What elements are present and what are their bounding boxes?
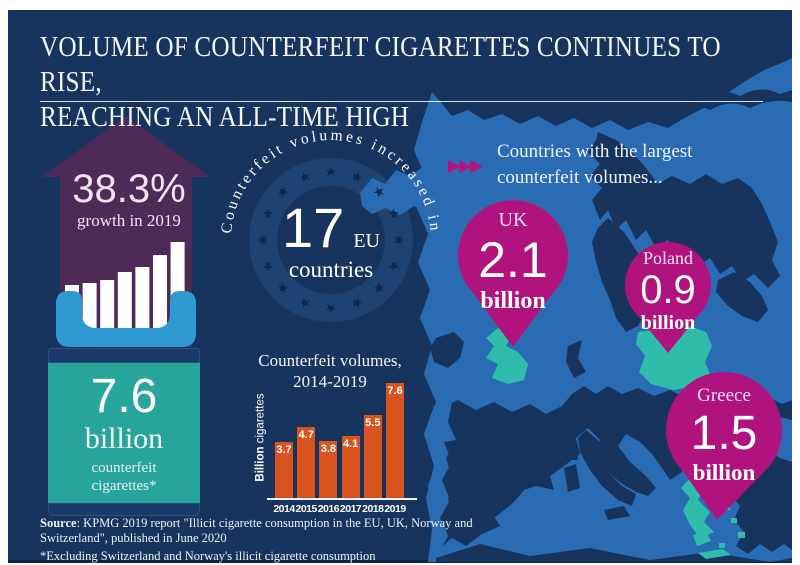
map-headline: Countries with the largest counterfeit v… xyxy=(497,139,757,191)
chart-bar-value: 3.8 xyxy=(320,442,337,455)
chart-year-label: 2017 xyxy=(339,503,362,515)
chart-year-label: 2019 xyxy=(384,503,406,515)
total-label-1: counterfeit xyxy=(91,460,157,476)
chart-bar: 4.7 xyxy=(297,427,316,498)
triple-chevron-icon: ▶▶▶ xyxy=(448,156,483,176)
scandinavia-land xyxy=(588,132,780,288)
turkey xyxy=(760,472,792,540)
iceland xyxy=(360,166,450,215)
badge-number: 17 xyxy=(282,196,345,259)
atlantic-arm xyxy=(424,402,456,562)
chart-years: 2014 2015 2016 2017 2018 2019 xyxy=(273,503,425,517)
header-divider xyxy=(40,101,763,102)
peloponnese xyxy=(693,531,711,546)
sardinia xyxy=(564,464,580,492)
title-line-2: REACHING AN ALL-TIME HIGH xyxy=(40,102,410,133)
country-poland xyxy=(636,326,712,390)
greek-island xyxy=(731,518,737,523)
italy xyxy=(578,430,636,506)
growth-arrow-graphic xyxy=(42,116,210,347)
chart-bar-value: 5.5 xyxy=(365,416,381,429)
badge-label: countries xyxy=(288,257,374,282)
pin-country: Poland xyxy=(642,248,693,268)
pack-bottom-band xyxy=(48,503,200,516)
chart-title: Counterfeit volumes, 2014-2019 xyxy=(240,350,420,392)
growth-stat: 38.3% growth in 2019 xyxy=(54,167,204,231)
greek-island xyxy=(719,543,725,548)
pin-value: 2.1 xyxy=(478,232,548,288)
growth-label: growth in 2019 xyxy=(77,211,181,230)
pin-unit: billion xyxy=(480,288,546,314)
badge-stat: 17 EU countries xyxy=(240,200,422,284)
iberia xyxy=(446,434,526,528)
chart-year-label: 2015 xyxy=(295,503,318,515)
pin-label-greece: Greece 1.5 billion xyxy=(654,383,794,486)
badge-center xyxy=(277,186,385,294)
pin-country: Greece xyxy=(697,385,751,406)
chart-bar: 7.6 xyxy=(386,383,404,498)
source-line: Source: KPMG 2019 report "Illicit cigare… xyxy=(40,516,473,545)
total-label-2: cigarettes* xyxy=(91,478,157,494)
poland-pin-icon xyxy=(625,241,711,353)
cigarette-tray xyxy=(56,291,196,347)
sicily xyxy=(604,506,630,520)
total-value: 7.6 xyxy=(90,370,158,423)
finland-south xyxy=(716,272,768,322)
map-headline-line-2: counterfeit volumes... xyxy=(497,167,663,188)
chart-bar-value: 7.6 xyxy=(387,385,403,398)
chart-bar-value: 4.7 xyxy=(298,429,314,442)
page-title: VOLUME OF COUNTERFEIT CIGARETTES CONTINU… xyxy=(40,30,724,135)
chart-x-axis-line xyxy=(267,498,417,500)
chart-bar: 4.1 xyxy=(341,436,360,498)
chart-bar: 3.8 xyxy=(319,440,338,498)
chart-title-line-1: Counterfeit volumes, xyxy=(258,351,402,370)
uk-pin-icon xyxy=(458,200,568,347)
source-note: Source: KPMG 2019 report "Illicit cigare… xyxy=(40,516,500,564)
chart-bar: 3.7 xyxy=(275,442,293,498)
pack-top-band xyxy=(48,348,200,363)
pin-country: UK xyxy=(498,209,528,231)
country-greece xyxy=(681,480,714,538)
pin-unit: billion xyxy=(692,460,756,485)
pin-label-poland: Poland 0.9 billion xyxy=(598,247,738,335)
chart-bar-value: 3.7 xyxy=(276,444,292,457)
country-uk xyxy=(486,328,528,384)
pack-body: 7.6 billion counterfeit cigarettes* xyxy=(48,363,200,503)
total-counterfeit-box: 7.6 billion counterfeit cigarettes* xyxy=(48,348,200,516)
greek-island xyxy=(738,532,745,538)
chart-y-axis-label: Billion cigarettes xyxy=(254,393,267,482)
title-line-1: VOLUME OF COUNTERFEIT CIGARETTES CONTINU… xyxy=(40,32,721,98)
badge-unit: EU xyxy=(353,230,380,252)
chart-bars: 3.7 4.7 3.8 4.1 5.5 7.6 xyxy=(275,383,415,498)
pin-unit: billion xyxy=(640,312,696,334)
chart-bar: 5.5 xyxy=(363,414,382,498)
denmark xyxy=(566,340,586,378)
total-unit: billion xyxy=(84,422,164,455)
north-africa xyxy=(436,544,792,562)
ireland xyxy=(430,332,464,368)
corsica xyxy=(566,442,578,460)
map-headline-line-1: Countries with the largest xyxy=(497,141,693,162)
footnote: *Excluding Switzerland and Norway's illi… xyxy=(40,549,376,563)
eu-badge: Counterfeit volumes increased in xyxy=(218,127,450,322)
crete xyxy=(698,549,731,559)
greece-pin-icon xyxy=(666,372,782,520)
chart-title-line-2: 2014-2019 xyxy=(293,372,367,391)
chart-bar-value: 4.1 xyxy=(342,438,359,451)
growth-value: 38.3% xyxy=(72,167,186,211)
pin-value: 1.5 xyxy=(690,407,758,460)
chart-year-label: 2018 xyxy=(362,503,384,515)
chart-year-label: 2016 xyxy=(317,503,340,515)
chart-year-label: 2014 xyxy=(273,503,295,515)
pin-label-uk: UK 2.1 billion xyxy=(443,207,583,315)
pin-value: 0.9 xyxy=(640,268,696,312)
